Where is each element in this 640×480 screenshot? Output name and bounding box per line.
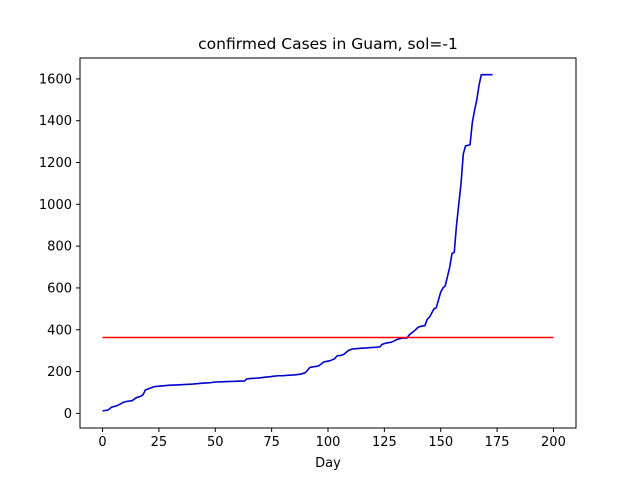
- plot-frame: [79, 57, 577, 429]
- x-tick-label: 0: [98, 435, 106, 450]
- y-tick-label: 1000: [39, 198, 72, 213]
- y-axis-ticks: 0 200 400 600 800 1000 1200 1400 1600: [39, 72, 80, 422]
- y-tick-label: 200: [47, 365, 72, 380]
- x-tick-label: 75: [263, 435, 280, 450]
- series-line-0: [102, 73, 493, 412]
- y-tick-label: 1200: [39, 156, 72, 171]
- y-tick-label: 800: [47, 240, 72, 255]
- x-tick-label: 25: [151, 435, 168, 450]
- series-layer: [102, 73, 554, 412]
- x-tick-label: 150: [428, 435, 453, 450]
- x-tick-label: 50: [207, 435, 224, 450]
- x-axis-label: Day: [315, 456, 341, 471]
- y-tick-label: 400: [47, 323, 72, 338]
- y-tick-label: 1400: [39, 114, 72, 129]
- x-tick-label: 125: [372, 435, 397, 450]
- y-tick-label: 0: [64, 407, 72, 422]
- x-tick-label: 200: [541, 435, 566, 450]
- chart-title: confirmed Cases in Guam, sol=-1: [198, 35, 458, 53]
- y-tick-label: 600: [47, 281, 72, 296]
- x-tick-label: 100: [316, 435, 341, 450]
- x-tick-label: 175: [485, 435, 510, 450]
- plot-area: [80, 58, 576, 428]
- x-axis-ticks: 0 25 50 75 100 125 150 175 200: [98, 428, 566, 450]
- y-tick-label: 1600: [39, 72, 72, 87]
